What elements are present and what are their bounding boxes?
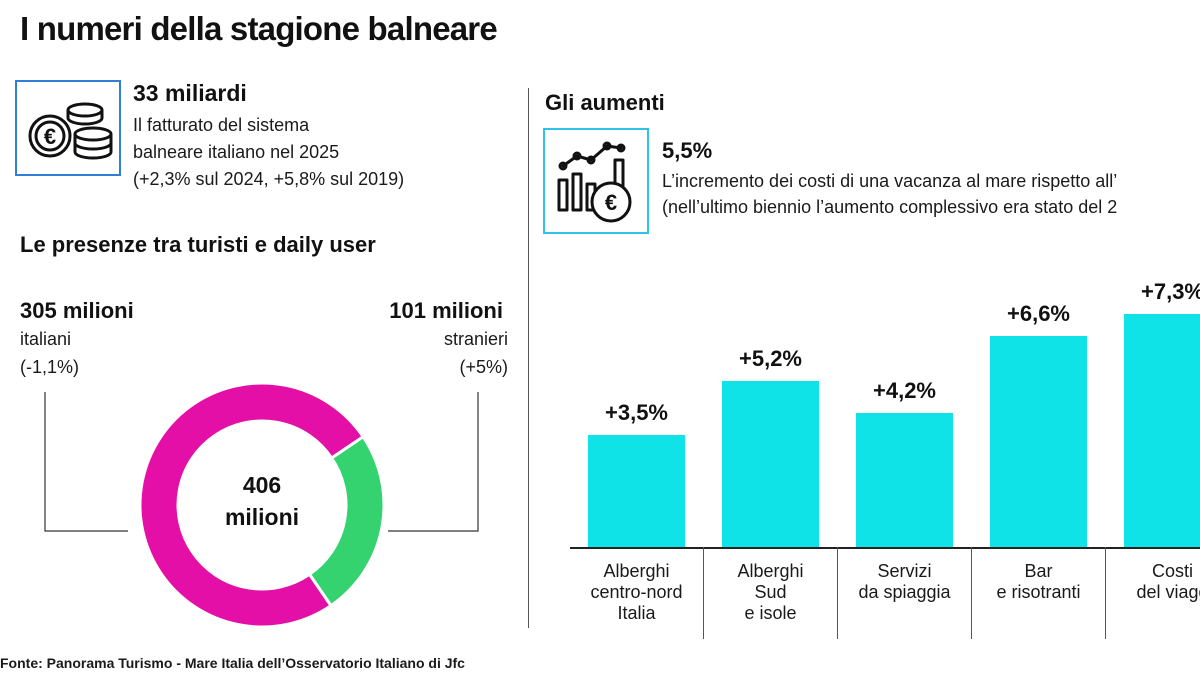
bar-category-line: Italia <box>617 603 656 623</box>
bar-value-label-3: +4,2% <box>873 378 936 403</box>
revenue-value: 33 miliardi <box>133 80 247 106</box>
bar-category-separator <box>703 547 704 639</box>
bar-category-separator <box>971 547 972 639</box>
donut-center-line-1: 406 <box>243 472 281 498</box>
increases-value: 5,5% <box>662 138 713 163</box>
bar-category-separator <box>837 547 838 639</box>
donut-slice-italiani <box>138 381 366 629</box>
increases-heading: Gli aumenti <box>545 90 665 115</box>
bar-value-label-2: +5,2% <box>739 346 802 371</box>
svg-text:€: € <box>44 124 56 149</box>
bar-category-line: Costi <box>1151 561 1193 581</box>
bar-category-line: Alberghi <box>737 561 804 581</box>
foreigners-label: stranieri <box>443 329 508 349</box>
italians-change: (-1,1%) <box>20 357 80 377</box>
italians-label: italiani <box>20 329 72 349</box>
bar-5 <box>1124 314 1200 547</box>
bar-category-label-1: Alberghi centro-nord Italia <box>568 561 705 624</box>
bar-category-separator <box>1105 547 1106 639</box>
revenue-line-3: (+2,3% sul 2024, +5,8% sul 2019) <box>133 169 405 189</box>
bar-3 <box>856 413 953 547</box>
source-note: Fonte: Panorama Turismo - Mare Italia de… <box>0 655 465 671</box>
svg-text:€: € <box>605 190 617 215</box>
bar-category-label-3: Servizi da spiaggia <box>836 561 973 603</box>
bar-category-line: del viagg <box>1136 582 1200 602</box>
bar-value-label-1: +3,5% <box>605 400 668 425</box>
section-divider <box>528 88 529 628</box>
italians-value: 305 milioni <box>20 298 134 323</box>
bar-axis-line <box>570 547 1200 549</box>
bar-value-label-5: +7,3% <box>1141 279 1200 304</box>
bar-category-line: e isole <box>744 603 797 623</box>
donut-center-line-2: milioni <box>225 504 299 530</box>
bar-value-label-4: +6,6% <box>1007 301 1070 326</box>
donut-slice-stranieri <box>307 434 386 608</box>
growth-chart-euro-icon: € <box>543 128 649 234</box>
bar-4 <box>990 336 1087 547</box>
increases-line-1: L’incremento dei costi di una vacanza al… <box>662 171 1118 191</box>
revenue-line-1: Il fatturato del sistema <box>133 115 310 135</box>
foreigners-leader-line <box>388 392 479 532</box>
bar-category-line: Bar <box>1024 561 1053 581</box>
bar-category-line: Alberghi <box>603 561 670 581</box>
bar-1 <box>588 435 685 547</box>
bar-category-line: e risotranti <box>996 582 1081 602</box>
presence-donut-chart: 406 milioni <box>44 381 479 629</box>
coins-euro-icon: € <box>15 80 121 176</box>
foreigners-value: 101 milioni <box>389 298 503 323</box>
bar-category-line: da spiaggia <box>858 582 951 602</box>
foreigners-change: (+5%) <box>459 357 508 377</box>
bar-category-label-4: Bar e risotranti <box>970 561 1107 603</box>
bar-category-line: centro-nord <box>590 582 683 602</box>
italians-leader-line <box>44 392 128 532</box>
increases-line-2: (nell’ultimo biennio l’aumento complessi… <box>662 197 1118 217</box>
bar-category-line: Sud <box>754 582 787 602</box>
bar-category-line: Servizi <box>877 561 932 581</box>
revenue-line-2: balneare italiano nel 2025 <box>133 142 340 162</box>
bar-category-label-2: Alberghi Sud e isole <box>702 561 839 624</box>
presence-heading: Le presenze tra turisti e daily user <box>20 232 376 257</box>
page-title: I numeri della stagione balneare <box>20 10 498 47</box>
bar-2 <box>722 381 819 547</box>
